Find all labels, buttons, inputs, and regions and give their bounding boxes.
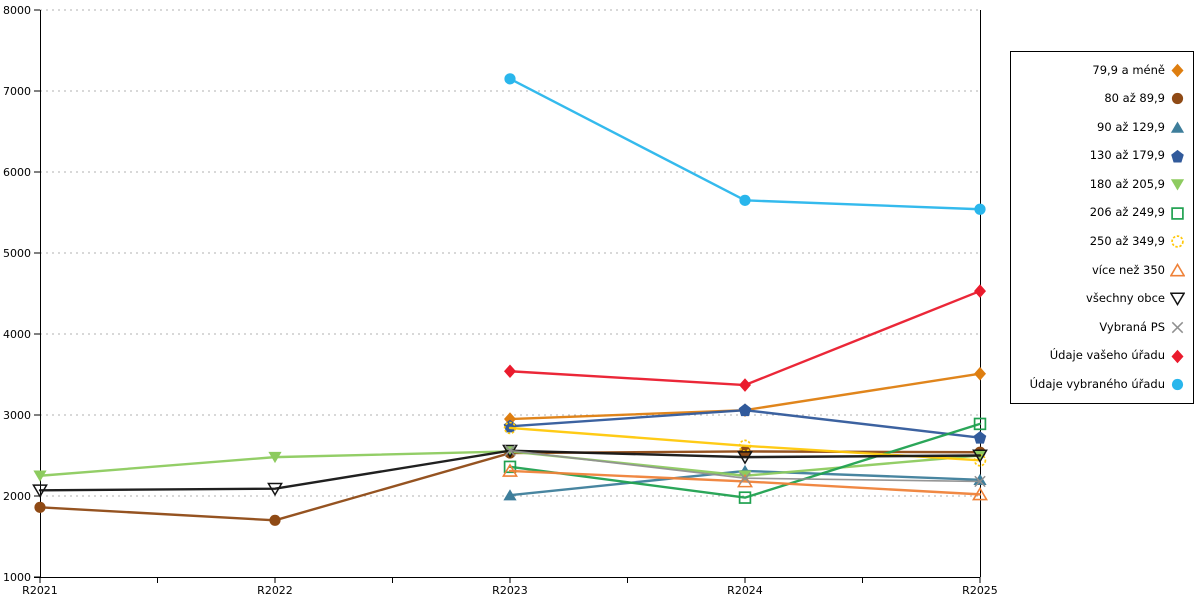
svg-text:R2025: R2025 <box>962 584 998 597</box>
data-point <box>974 366 986 381</box>
data-point <box>34 501 46 513</box>
svg-text:8000: 8000 <box>3 4 31 17</box>
legend-marker-icon <box>1171 235 1184 249</box>
legend-marker-icon <box>1171 349 1184 363</box>
legend-item-11: Údaje vybraného úřadu <box>1011 377 1193 392</box>
legend-label: Vybraná PS <box>1099 319 1165 334</box>
data-point <box>268 451 282 464</box>
data-point <box>972 486 988 501</box>
svg-text:5000: 5000 <box>3 247 31 260</box>
svg-text:7000: 7000 <box>3 85 31 98</box>
data-point <box>504 73 516 85</box>
svg-text:R2023: R2023 <box>492 584 528 597</box>
legend-label: více než 350 <box>1091 262 1165 277</box>
legend-marker-icon <box>1171 206 1184 220</box>
svg-text:R2021: R2021 <box>22 584 58 597</box>
legend-marker-icon <box>1170 121 1185 133</box>
legend-item-7: více než 350 <box>1011 262 1193 278</box>
legend-item-0: 79,9 a méně <box>1011 63 1193 78</box>
data-point <box>972 449 988 463</box>
data-point <box>504 444 516 457</box>
data-point <box>739 194 751 206</box>
data-point <box>974 203 986 215</box>
data-point <box>974 475 986 488</box>
series-10 <box>504 284 986 392</box>
legend-marker-icon <box>1171 379 1184 391</box>
data-point <box>267 482 283 497</box>
data-point <box>737 451 753 465</box>
legend-marker-icon <box>1170 179 1185 191</box>
data-point <box>739 378 751 392</box>
legend-item-10: Údaje vašeho úřadu <box>1011 349 1193 364</box>
svg-text:6000: 6000 <box>3 166 31 179</box>
data-point <box>974 284 986 298</box>
legend-item-3: 130 až 179,9 <box>1011 149 1193 164</box>
svg-text:1000: 1000 <box>3 571 31 584</box>
legend-label: 206 až 249,9 <box>1089 205 1165 220</box>
legend-label: Údaje vybraného úřadu <box>1029 376 1165 391</box>
data-point <box>973 417 987 431</box>
legend-marker-icon <box>1171 63 1184 78</box>
data-point <box>502 463 518 477</box>
legend-item-8: všechny obce <box>1011 291 1193 307</box>
data-point <box>503 421 517 435</box>
svg-text:R2024: R2024 <box>727 584 763 597</box>
data-point <box>738 403 752 417</box>
legend-marker-icon <box>1170 292 1185 307</box>
legend-label: všechny obce <box>1086 291 1165 306</box>
legend-item-1: 80 až 89,9 <box>1011 91 1193 106</box>
y-axis-labels: 1000 2000 3000 4000 5000 6000 7000 8000 <box>3 4 31 584</box>
series-11 <box>504 73 986 215</box>
legend-item-2: 90 až 129,9 <box>1011 120 1193 135</box>
series-3 <box>503 403 987 444</box>
data-point <box>738 491 752 504</box>
legend-marker-icon <box>1171 321 1184 334</box>
data-point <box>32 484 48 498</box>
legend: 79,9 a méně 80 až 89,9 90 až 129,9 130 až 1… <box>1010 51 1194 404</box>
legend-item-6: 250 až 349,9 <box>1011 234 1193 249</box>
svg-text:3000: 3000 <box>3 409 31 422</box>
gridlines <box>40 9 980 497</box>
legend-label: 250 až 349,9 <box>1089 234 1165 248</box>
data-point <box>269 514 281 526</box>
data-point <box>503 460 517 474</box>
svg-text:4000: 4000 <box>3 328 31 341</box>
legend-label: 79,9 a méně <box>1092 62 1165 77</box>
series-5 <box>503 417 987 504</box>
series-2 <box>503 464 987 501</box>
data-point <box>739 472 751 484</box>
x-axis-labels: R2021 R2022 R2023 R2024 R2025 <box>22 584 998 597</box>
legend-label: 90 až 129,9 <box>1097 119 1165 134</box>
data-point <box>503 489 517 501</box>
legend-label: Údaje vašeho úřadu <box>1049 348 1165 363</box>
data-point <box>973 431 987 444</box>
legend-label: 130 až 179,9 <box>1089 148 1165 163</box>
legend-label: 180 až 205,9 <box>1089 176 1165 191</box>
data-point <box>504 364 516 379</box>
legend-item-9: Vybraná PS <box>1011 320 1193 335</box>
series-9 <box>504 444 986 488</box>
svg-text:R2022: R2022 <box>257 584 293 597</box>
legend-marker-icon <box>1170 262 1185 277</box>
legend-marker-icon <box>1171 93 1184 105</box>
legend-label: 80 až 89,9 <box>1104 91 1165 106</box>
legend-item-5: 206 až 249,9 <box>1011 206 1193 221</box>
legend-item-4: 180 až 205,9 <box>1011 177 1193 192</box>
svg-text:2000: 2000 <box>3 490 31 503</box>
legend-marker-icon <box>1171 149 1184 163</box>
data-point <box>33 470 47 482</box>
